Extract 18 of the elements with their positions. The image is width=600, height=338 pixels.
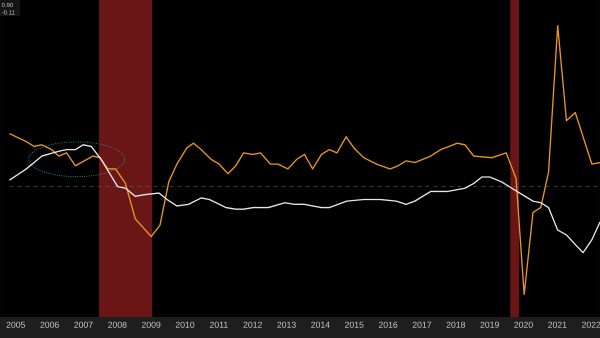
- x-tick-label: 2016: [378, 322, 398, 328]
- x-tick-label: 2008: [108, 322, 127, 328]
- x-tick-label: 2010: [176, 322, 194, 328]
- x-tick-label: 2019: [480, 322, 499, 328]
- x-tick-label: 2018: [446, 322, 466, 328]
- x-tick-label: 2020: [514, 322, 533, 328]
- x-tick-label: 2017: [412, 322, 432, 328]
- x-tick-label: 2014: [311, 322, 330, 328]
- x-tick-label: 2013: [277, 322, 296, 328]
- x-tick-label: 2009: [142, 322, 160, 328]
- x-tick-label: 2021: [548, 322, 567, 328]
- x-tick-label: 2011: [210, 322, 228, 328]
- x-tick-label: 2015: [345, 322, 364, 328]
- x-tick-label: 2005: [6, 322, 26, 328]
- x-tick-label: 2022: [582, 322, 600, 328]
- x-tick-label: 2012: [244, 322, 262, 328]
- x-tick-label: 2006: [40, 322, 59, 328]
- x-tick-label: 2007: [74, 322, 93, 328]
